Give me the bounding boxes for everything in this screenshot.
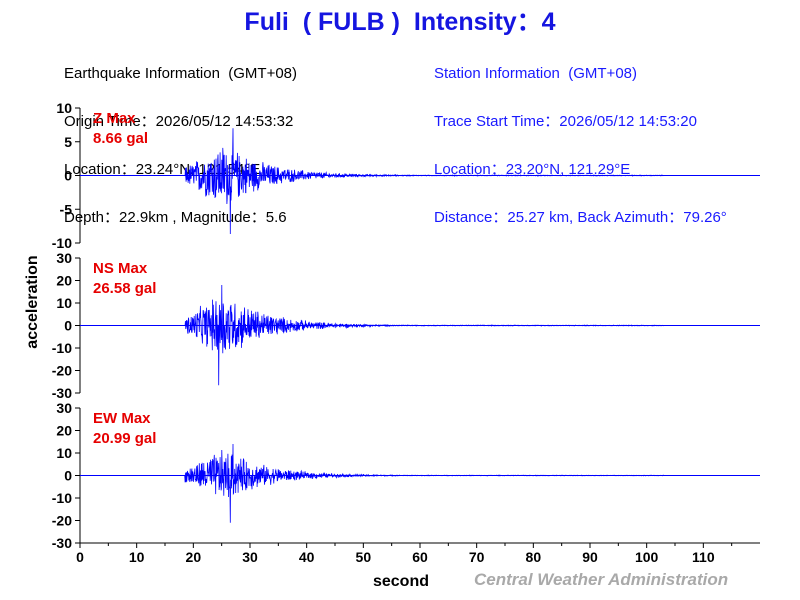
distance-azimuth: Distance：25.27 km, Back Azimuth：79.26° [434, 209, 727, 226]
z-y-tick-label: 10 [56, 100, 72, 116]
x-tick-label: 60 [412, 549, 428, 565]
x-tick-label: 0 [76, 549, 84, 565]
depth-magnitude: Depth：22.9km , Magnitude：5.6 [64, 209, 287, 226]
ew-y-tick-label: 0 [64, 468, 72, 484]
ns-max-value: 26.58 gal [93, 280, 156, 297]
ns-y-tick-label: 10 [56, 295, 72, 311]
x-tick-label: 90 [582, 549, 598, 565]
trace-start-time: Trace Start Time：2026/05/12 14:53:20 [434, 113, 697, 130]
x-tick-label: 10 [129, 549, 145, 565]
ew-y-tick-label: -20 [52, 513, 72, 529]
ew-y-tick-label: -10 [52, 490, 72, 506]
ew-y-tick-label: 30 [56, 400, 72, 416]
ns-y-tick-label: -30 [52, 385, 72, 401]
y-axis-title: acceleration [24, 255, 41, 348]
z-y-tick-label: -10 [52, 235, 72, 251]
x-tick-label: 30 [242, 549, 258, 565]
ns-y-tick-label: 30 [56, 250, 72, 266]
ns-y-tick-label: 0 [64, 318, 72, 334]
z-y-tick-label: 5 [64, 134, 72, 150]
x-tick-label: 20 [186, 549, 202, 565]
z-max-label: Z Max [93, 110, 136, 127]
ns-y-tick-label: -10 [52, 340, 72, 356]
x-tick-label: 70 [469, 549, 485, 565]
station-info: Station Information (GMT+08) Trace Start… [434, 34, 727, 242]
ew-y-tick-label: 20 [56, 423, 72, 439]
x-tick-label: 100 [635, 549, 659, 565]
station-name: Fuli [244, 8, 289, 36]
intensity-label: Intensity：4 [413, 8, 556, 36]
x-axis-title: second [373, 573, 429, 590]
credit-text: Central Weather Administration [474, 570, 729, 589]
ns-y-tick-label: -20 [52, 363, 72, 379]
ew-waveform [79, 443, 670, 523]
ew-max-label: EW Max [93, 410, 151, 427]
origin-time: Origin Time：2026/05/12 14:53:32 [64, 113, 294, 130]
earthquake-info-heading: Earthquake Information (GMT+08) [64, 65, 298, 82]
station-code: ( FULB ) [302, 8, 400, 36]
ew-max-value: 20.99 gal [93, 430, 156, 447]
z-y-tick-label: -5 [60, 201, 73, 217]
ns-max-label: NS Max [93, 260, 148, 277]
ns-waveform [80, 284, 670, 386]
ew-y-tick-label: -30 [52, 535, 72, 551]
station-info-heading: Station Information (GMT+08) [434, 65, 637, 82]
x-tick-label: 40 [299, 549, 315, 565]
x-tick-label: 50 [356, 549, 372, 565]
ew-y-tick-label: 10 [56, 445, 72, 461]
x-tick-label: 80 [526, 549, 542, 565]
z-y-tick-label: 0 [64, 168, 72, 184]
ns-y-tick-label: 20 [56, 273, 72, 289]
z-max-value: 8.66 gal [93, 130, 148, 147]
z-waveform [80, 128, 670, 235]
x-tick-label: 110 [692, 549, 715, 565]
station-location: Location：23.20°N, 121.29°E [434, 161, 631, 178]
chart-title: Fuli ( FULB ) Intensity：4 [0, 2, 800, 38]
